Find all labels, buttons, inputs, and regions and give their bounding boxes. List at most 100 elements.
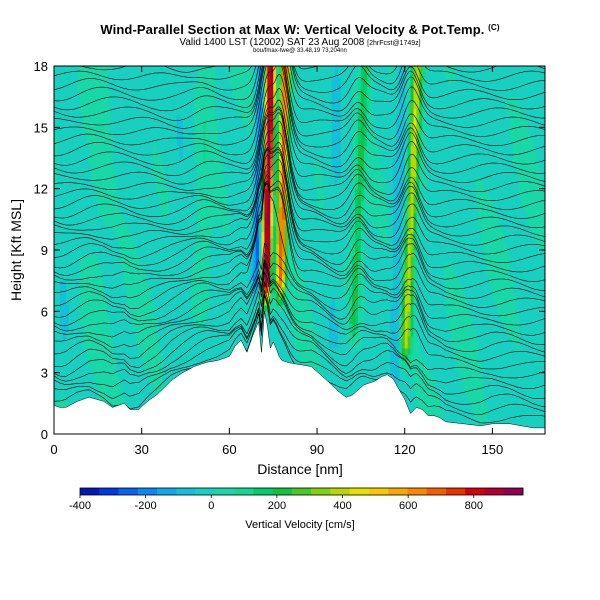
field-cell xyxy=(273,96,277,104)
field-cell xyxy=(223,219,227,226)
field-cell xyxy=(270,102,274,110)
field-cell xyxy=(530,151,534,159)
colorbar-swatch xyxy=(503,488,524,495)
field-cell xyxy=(203,213,207,220)
field-cell xyxy=(416,342,420,349)
field-cell xyxy=(194,317,198,324)
field-cell xyxy=(393,274,397,282)
field-cell xyxy=(232,66,236,73)
field-cell xyxy=(109,145,113,153)
field-cell xyxy=(203,262,207,269)
field-cell xyxy=(314,354,318,361)
field-cell xyxy=(284,182,289,190)
colorbar-swatch xyxy=(465,488,485,495)
field-cell xyxy=(460,354,464,361)
isentrope-line xyxy=(54,293,545,415)
field-cell xyxy=(542,194,545,202)
field-cell xyxy=(281,231,286,239)
field-cell xyxy=(112,170,116,177)
field-cell xyxy=(480,219,485,226)
field-cell xyxy=(360,151,365,159)
field-cell xyxy=(334,78,338,85)
field-cell xyxy=(258,225,262,232)
field-cell xyxy=(413,207,417,214)
field-cell xyxy=(314,329,318,337)
field-cell xyxy=(404,305,409,312)
field-cell xyxy=(360,158,365,165)
field-cell xyxy=(422,72,426,79)
y-tick-label: 12 xyxy=(34,182,48,197)
field-cell xyxy=(512,158,517,165)
field-cell xyxy=(290,133,295,140)
field-cell xyxy=(150,366,154,374)
field-cell xyxy=(384,200,388,208)
field-cell xyxy=(106,145,110,153)
field-cell xyxy=(352,292,356,300)
field-cell xyxy=(91,96,96,104)
field-cell xyxy=(355,133,359,140)
field-cell xyxy=(287,188,292,196)
field-cell xyxy=(89,139,93,147)
field-cell xyxy=(94,182,99,190)
field-cell xyxy=(410,366,414,374)
field-cell xyxy=(109,335,113,343)
field-cell xyxy=(159,182,163,190)
field-cell xyxy=(413,121,417,128)
field-cell xyxy=(159,360,163,367)
field-cell xyxy=(203,292,207,300)
field-cell xyxy=(527,213,531,220)
field-cell xyxy=(495,262,499,269)
field-cell xyxy=(97,133,102,140)
field-cell xyxy=(542,213,545,220)
field-cell xyxy=(425,403,429,410)
field-cell xyxy=(255,158,259,165)
field-cell xyxy=(530,213,534,220)
field-cell xyxy=(150,354,154,361)
field-cell xyxy=(352,151,356,159)
field-cell xyxy=(407,231,411,239)
field-cell xyxy=(165,194,169,202)
field-cell xyxy=(363,108,368,116)
field-cell xyxy=(349,299,353,306)
field-cell xyxy=(200,108,204,116)
field-cell xyxy=(495,280,499,288)
field-cell xyxy=(416,219,420,226)
field-cell xyxy=(422,102,426,110)
field-cell xyxy=(83,286,87,294)
field-cell xyxy=(214,182,219,190)
field-cell xyxy=(208,90,213,98)
field-cell xyxy=(112,219,116,226)
field-cell xyxy=(398,335,403,343)
field-cell xyxy=(398,231,403,239)
field-cell xyxy=(124,243,128,251)
field-cell xyxy=(483,403,487,410)
field-cell xyxy=(413,366,417,374)
field-cell xyxy=(106,127,110,134)
field-cell xyxy=(431,397,435,404)
field-cell xyxy=(109,151,113,159)
field-cell xyxy=(89,72,93,79)
field-cell xyxy=(276,268,280,275)
field-cell xyxy=(197,286,201,294)
field-cell xyxy=(363,182,368,190)
field-cell xyxy=(416,121,420,128)
chart-title: Wind-Parallel Section at Max W: Vertical… xyxy=(0,22,600,37)
isentrope-line xyxy=(54,66,545,121)
field-cell xyxy=(407,115,411,122)
field-cell xyxy=(463,384,467,392)
field-cell xyxy=(378,231,382,239)
field-cell xyxy=(255,164,259,171)
y-tick-label: 9 xyxy=(41,243,48,258)
field-cell xyxy=(258,231,262,239)
field-cell xyxy=(281,145,286,153)
field-cell xyxy=(132,323,137,331)
field-cell xyxy=(279,133,283,140)
field-cell xyxy=(407,66,411,73)
field-cell xyxy=(395,329,400,337)
field-cell xyxy=(410,342,414,349)
field-cell xyxy=(203,176,207,183)
field-cell xyxy=(533,170,537,177)
field-cell xyxy=(334,127,338,134)
field-cell xyxy=(197,237,201,245)
field-cell xyxy=(471,360,476,367)
